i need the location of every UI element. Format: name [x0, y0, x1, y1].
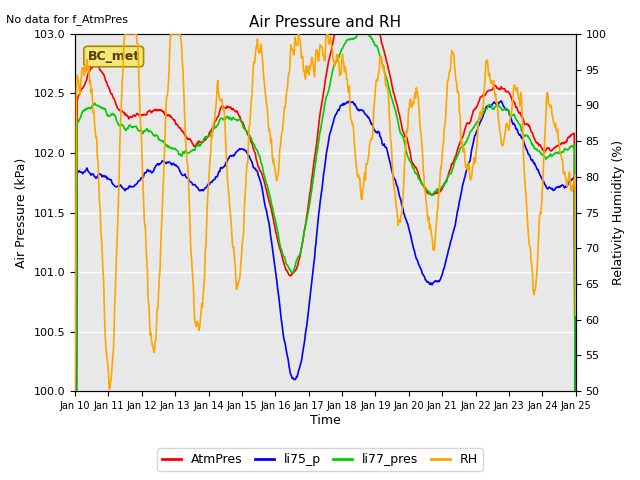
Text: BC_met: BC_met: [88, 50, 140, 63]
X-axis label: Time: Time: [310, 414, 340, 427]
Legend: AtmPres, li75_p, li77_pres, RH: AtmPres, li75_p, li77_pres, RH: [157, 448, 483, 471]
Y-axis label: Relativity Humidity (%): Relativity Humidity (%): [612, 140, 625, 285]
Text: No data for f_AtmPres: No data for f_AtmPres: [6, 14, 129, 25]
Y-axis label: Air Pressure (kPa): Air Pressure (kPa): [15, 157, 28, 268]
Title: Air Pressure and RH: Air Pressure and RH: [250, 15, 401, 30]
